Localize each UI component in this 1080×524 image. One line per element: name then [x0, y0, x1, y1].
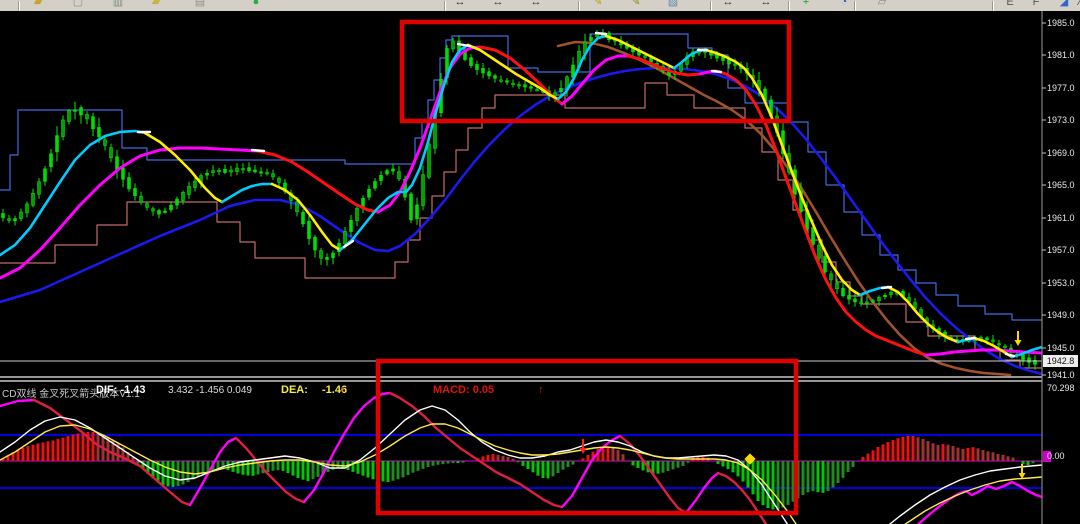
dea-up-arrow-icon: ↑: [340, 384, 346, 396]
annotation-rectangle[interactable]: [399, 19, 792, 124]
toolbar-icon[interactable]: ↔: [722, 0, 734, 8]
toolbar-icon[interactable]: ▰: [151, 0, 161, 8]
price-axis-label: 1977.0: [1047, 83, 1075, 93]
plot-area: [0, 28, 1042, 524]
signal-arrow-icon: [1018, 473, 1026, 479]
toolbar-icon[interactable]: ✎: [631, 0, 641, 8]
price-axis-label: 1973.0: [1047, 115, 1075, 125]
dea-label: DEA:: [281, 384, 308, 396]
price-axis-label: 1969.0: [1047, 148, 1075, 158]
toolbar-separator: [788, 1, 790, 11]
price-axis-label: 1965.0: [1047, 180, 1075, 190]
toolbar-separator: [18, 1, 20, 11]
price-axis-label: 1957.0: [1047, 245, 1075, 255]
toolbar-icon[interactable]: ✎: [593, 0, 603, 8]
toolbar-icon[interactable]: ↔: [530, 0, 542, 8]
toolbar-separator: [444, 1, 446, 11]
price-axis-label: 1945.0: [1047, 343, 1075, 353]
toolbar-icon[interactable]: ↔: [492, 0, 504, 8]
toolbar-icon[interactable]: ▱: [877, 0, 887, 8]
indicator-values: 3.432 -1.456 0.049: [168, 385, 252, 396]
price-axis-label: 1981.0: [1047, 50, 1075, 60]
price-axis-label: 1985.0: [1047, 18, 1075, 28]
toolbar-icon[interactable]: ▢: [72, 0, 84, 8]
toolbar-icon[interactable]: ◔: [840, 0, 848, 8]
toolbar-icon[interactable]: E: [1006, 0, 1014, 8]
zero-price-highlight: [1043, 451, 1051, 462]
toolbar-icon[interactable]: ▤: [194, 0, 206, 8]
toolbar-icon[interactable]: ▰: [33, 0, 43, 8]
toolbar-icon[interactable]: ↔: [760, 0, 772, 8]
macd-value-label: MACD: 0.05: [433, 384, 495, 396]
dif-value-label: DIF: -1.43: [96, 384, 146, 396]
toolbar-icon[interactable]: ▧: [667, 0, 679, 8]
toolbar-separator: [854, 1, 856, 11]
price-axis-label: 1953.0: [1047, 278, 1075, 288]
toolbar-icon[interactable]: F: [1032, 0, 1040, 8]
toolbar-icon[interactable]: ◢: [1059, 0, 1069, 8]
macd-up-arrow-icon: ↑: [538, 384, 544, 396]
toolbar-icon[interactable]: +: [802, 0, 810, 8]
price-axis-label: 1949.0: [1047, 310, 1075, 320]
chart-arrow-icon: [1014, 340, 1022, 346]
dea-value: -1.46: [322, 384, 348, 396]
toolbar-icon[interactable]: ↔: [454, 0, 466, 8]
price-axis-label: 1961.0: [1047, 213, 1075, 223]
subwindow-scale-top: 70.298: [1047, 383, 1075, 393]
toolbar-separator: [710, 1, 712, 11]
signal-arrow-icon: [579, 448, 587, 454]
toolbar-icon[interactable]: ●: [252, 0, 260, 8]
price-axis-label: 1941.0: [1047, 370, 1075, 380]
subwindow-zero-label: 0.00: [1047, 451, 1065, 461]
indicator-title: CD双线 金叉死叉箭头版本V1.1: [2, 389, 140, 400]
toolbar-separator: [992, 1, 994, 11]
annotation-rectangle[interactable]: [375, 358, 799, 516]
toolbar-separator: [578, 1, 580, 11]
current-price-badge: 1942.8: [1043, 355, 1078, 367]
toolbar-icon[interactable]: ▥: [112, 0, 124, 8]
